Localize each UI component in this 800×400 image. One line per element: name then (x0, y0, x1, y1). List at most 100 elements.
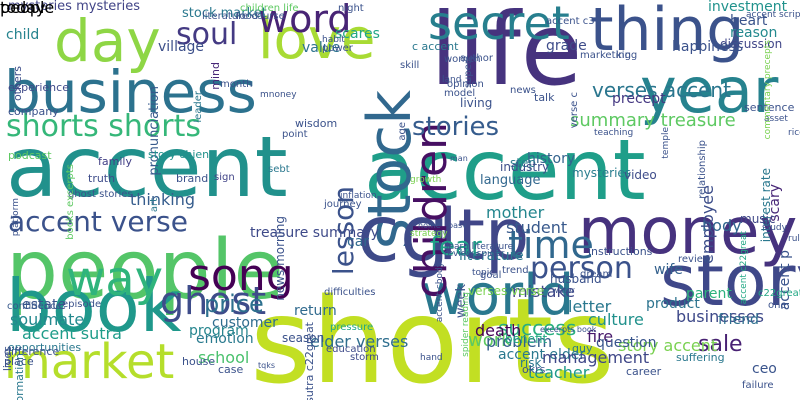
word-podcast: podcast (8, 149, 52, 162)
word-price: price (204, 290, 264, 318)
word-product: product (646, 296, 700, 312)
word-cg: cg (357, 190, 450, 280)
word-news: news (510, 85, 536, 96)
word-author: author (460, 53, 493, 64)
word-platform: platform (11, 198, 21, 237)
word-teacher: teacher (528, 363, 590, 382)
word-people-small: people (0, 0, 55, 17)
word-month: month (220, 79, 253, 90)
word-question: question (596, 335, 657, 351)
word-sentence: sentence (744, 101, 795, 114)
word-storm: storm (350, 352, 379, 363)
word-night: night (338, 3, 364, 14)
word-asset: asset (764, 114, 788, 124)
word-estate: estate (22, 297, 67, 313)
word-women: women (444, 54, 481, 65)
word-family: family (98, 155, 132, 168)
word-c-accent: c accent (412, 40, 459, 53)
word-age: age (397, 122, 408, 141)
word-wisdom: wisdom (295, 117, 338, 130)
word-thing: thing (590, 0, 745, 65)
word-accent-scriptures: accent scriptures (746, 10, 800, 20)
word-death: death (475, 321, 522, 340)
word-study: study (762, 223, 787, 233)
word-history: history (527, 151, 576, 167)
word-skill: skill (400, 60, 420, 71)
word-parent: parent (686, 286, 732, 302)
word-word: word (258, 0, 352, 41)
word-world: world (420, 263, 575, 328)
word-mysteries-mysteries: mysteries mysteries (8, 0, 141, 14)
word-accent-left: accent (6, 118, 288, 216)
word-food: food (236, 11, 259, 22)
word-okrs: okrs (522, 363, 546, 376)
word-season: season (282, 331, 325, 345)
word-brand: brand (176, 172, 209, 185)
word-water: water (552, 286, 575, 295)
word-child: child (6, 27, 40, 43)
word-investment: investment (708, 0, 788, 15)
word-opinion: opinion (447, 79, 484, 90)
word-place: place (4, 355, 34, 368)
word-benefit: benefit (505, 332, 548, 346)
word-accent-elder: accent elder (498, 347, 586, 363)
word-book: book (6, 264, 182, 348)
word-living: living (460, 96, 493, 110)
word-strategy: strategy (410, 229, 448, 239)
word-hand: hand (420, 353, 443, 363)
word-mysteries: mysteries (572, 166, 632, 180)
word-success: success (498, 316, 577, 340)
word-precept: precept (612, 91, 666, 107)
word-books-excerpts: books excerpts (65, 164, 76, 240)
word-fear: fear (430, 232, 482, 262)
word-model: model (444, 88, 476, 99)
word-teaching: teaching (594, 128, 634, 138)
word-mnoney: mnoney (260, 90, 297, 100)
word-relationship: relationship (697, 140, 708, 199)
word-today: today (0, 0, 46, 17)
word-elder-verses: elder verses (310, 332, 409, 351)
word-children: children (406, 122, 457, 299)
word-year: year (640, 54, 779, 127)
word-friend: friend (718, 312, 759, 328)
word-temple: temple (661, 127, 671, 159)
word-review-spider: review spider (444, 249, 505, 259)
word-music: music (740, 212, 776, 226)
word-management: management (542, 348, 650, 367)
word-news-morning: news morning (273, 216, 287, 301)
word-soul: soul (176, 17, 238, 52)
word-sebt: sebt (268, 164, 290, 175)
word-discussion: discussion (720, 37, 783, 51)
word-school: school (198, 348, 250, 367)
word-businesses: businesses (676, 307, 764, 326)
word-case: case (218, 363, 244, 376)
word-verse-c: verse c (569, 92, 580, 129)
word-point: point (282, 129, 308, 140)
word-step: step (510, 156, 536, 170)
word-house: house (182, 355, 216, 368)
word-culture: culture (588, 310, 644, 329)
word-return: return (294, 303, 337, 319)
word-confidence: confidence (7, 301, 62, 312)
word-story: story (660, 240, 800, 322)
word-commentary-precepts: commentary precepts (763, 40, 773, 140)
word-life: life (430, 0, 583, 108)
word-money: money (578, 195, 798, 269)
word-story-chien: story chien (148, 148, 210, 161)
word-accent-verse: accent verse (8, 205, 188, 238)
word-marketing: marketing (580, 50, 631, 61)
word-education: education (326, 344, 376, 355)
word-village: village (158, 39, 205, 55)
word-reason: reason (730, 25, 778, 41)
word-excerpts-book: excerpts book (540, 325, 597, 334)
word-accent-sutra: accent sutra (22, 324, 122, 343)
word-episode: episode (62, 299, 102, 310)
word-stories: stories (412, 112, 500, 142)
word-difficulties: difficulties (324, 287, 376, 298)
word-talk: talk (534, 91, 555, 104)
word-home: home (418, 221, 441, 230)
word-basv: basv (448, 221, 467, 230)
word-failure: failure (742, 380, 774, 391)
word-sign: sign (214, 172, 235, 183)
